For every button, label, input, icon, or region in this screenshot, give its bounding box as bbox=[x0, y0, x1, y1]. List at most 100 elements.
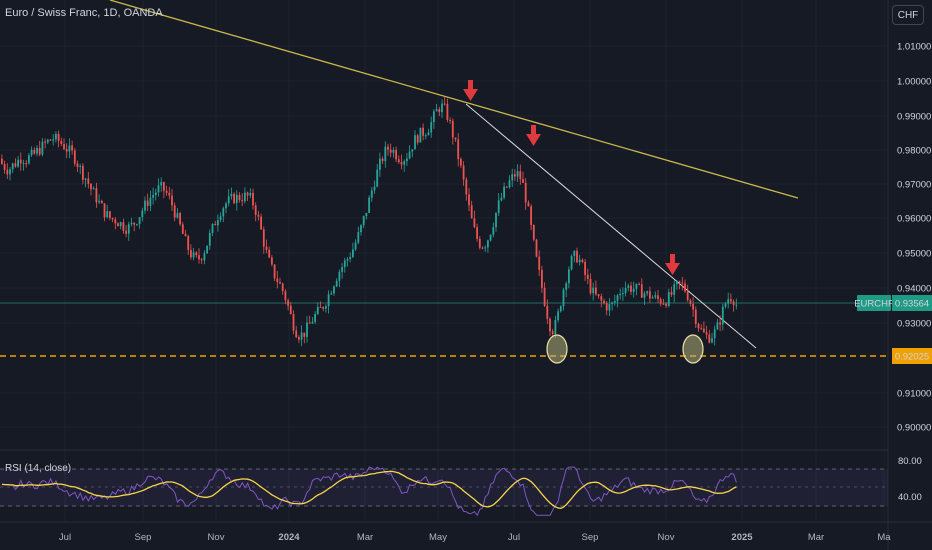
candle-body bbox=[157, 185, 160, 193]
candle-body bbox=[468, 194, 470, 206]
candle-body bbox=[133, 222, 136, 225]
candle-body bbox=[127, 224, 130, 234]
candle-body bbox=[200, 259, 203, 261]
time-tick-label: Jul bbox=[508, 532, 520, 543]
candle-body bbox=[298, 337, 300, 340]
candle-body bbox=[343, 260, 346, 268]
candle-body bbox=[681, 282, 684, 284]
rsi-line bbox=[1, 466, 737, 517]
candle-body bbox=[14, 163, 17, 167]
candle-body bbox=[46, 139, 49, 143]
candle-body bbox=[152, 195, 154, 198]
candle-body bbox=[335, 280, 338, 287]
candle-body bbox=[187, 236, 190, 250]
candle-body bbox=[368, 197, 370, 213]
candle-body bbox=[365, 212, 368, 217]
candle-body bbox=[306, 322, 308, 337]
candle-body bbox=[595, 287, 597, 295]
candle-body bbox=[654, 295, 657, 298]
candle-body bbox=[287, 300, 289, 306]
candle-body bbox=[559, 306, 562, 312]
candle-body bbox=[289, 305, 292, 314]
symbol-legend[interactable]: Euro / Swiss Franc, 1D, OANDA bbox=[5, 7, 163, 19]
candle-body bbox=[578, 259, 581, 263]
candle-body bbox=[168, 192, 171, 196]
candle-body bbox=[225, 203, 227, 209]
candle-body bbox=[325, 306, 327, 309]
candle-body bbox=[581, 259, 584, 263]
candle-body bbox=[281, 283, 284, 292]
candle-body bbox=[44, 141, 46, 143]
candle-body bbox=[360, 225, 362, 233]
candle-body bbox=[505, 186, 508, 188]
support-price-label: 0.92025 bbox=[895, 352, 929, 363]
candle-body bbox=[49, 139, 52, 141]
candle-body bbox=[252, 192, 254, 206]
candle-body bbox=[397, 159, 400, 163]
candle-body bbox=[249, 192, 252, 196]
candle-body bbox=[246, 192, 249, 196]
candle-body bbox=[300, 332, 303, 340]
price-scale[interactable]: 1.01000 1.00000 0.99000 0.98000 0.97000 0.960… bbox=[897, 42, 931, 434]
time-tick-label: May bbox=[429, 532, 447, 543]
candle-body bbox=[719, 322, 721, 325]
candle-body bbox=[627, 285, 630, 288]
rsi-ma-line bbox=[1, 470, 737, 509]
candle-body bbox=[624, 287, 627, 294]
last-price-label: 0.93564 bbox=[895, 299, 929, 310]
time-tick-label: Nov bbox=[658, 532, 675, 543]
candle-body bbox=[460, 158, 462, 166]
candle-body bbox=[235, 194, 238, 204]
price-tick-label: 0.93000 bbox=[897, 319, 931, 330]
candle-body bbox=[481, 247, 484, 249]
candle-body bbox=[106, 211, 109, 218]
candle-body bbox=[619, 293, 622, 296]
candle-body bbox=[473, 218, 476, 228]
candle-body bbox=[198, 255, 200, 260]
rsi-legend[interactable]: RSI (14, close) bbox=[5, 463, 72, 474]
candle-body bbox=[676, 281, 678, 285]
candle-body bbox=[573, 250, 576, 256]
candle-body bbox=[554, 320, 557, 334]
descending-trendline[interactable] bbox=[465, 103, 757, 349]
candle-body bbox=[551, 331, 554, 334]
candle-body bbox=[354, 242, 357, 250]
candle-body bbox=[476, 227, 478, 239]
candle-body bbox=[495, 212, 497, 228]
candle-body bbox=[727, 299, 730, 304]
candle-body bbox=[22, 163, 25, 165]
candle-body bbox=[603, 300, 605, 304]
candle-body bbox=[268, 249, 271, 258]
candle-body bbox=[327, 294, 330, 307]
candle-body bbox=[411, 149, 414, 152]
candle-body bbox=[605, 303, 608, 311]
candle-body bbox=[711, 338, 713, 343]
candle-body bbox=[119, 222, 122, 227]
candle-body bbox=[76, 163, 79, 167]
candle-body bbox=[527, 202, 530, 207]
time-tick-label: Ma bbox=[877, 532, 891, 543]
candle-body bbox=[233, 193, 235, 204]
candle-body bbox=[535, 239, 538, 257]
price-tick-label: 0.97000 bbox=[897, 180, 931, 191]
candle-body bbox=[19, 159, 22, 164]
candle-body bbox=[65, 149, 68, 152]
candle-body bbox=[109, 211, 111, 218]
candle-body bbox=[384, 146, 387, 162]
candle-body bbox=[57, 133, 60, 142]
candle-body bbox=[519, 171, 522, 180]
time-scale[interactable]: Jul Sep Nov 2024 Mar May Jul Sep Nov 2025 Mar Ma bbox=[59, 532, 891, 543]
candle-body bbox=[514, 174, 516, 177]
price-tick-label: 0.91000 bbox=[897, 389, 931, 400]
candle-body bbox=[549, 318, 551, 332]
candle-body bbox=[403, 161, 406, 165]
candle-body bbox=[346, 259, 349, 261]
candle-body bbox=[673, 284, 676, 295]
candle-body bbox=[640, 284, 643, 298]
candle-body bbox=[392, 149, 395, 153]
candle-body bbox=[195, 252, 198, 256]
long-trendline[interactable] bbox=[109, 0, 799, 199]
candle-body bbox=[622, 293, 624, 295]
currency-button[interactable]: CHF bbox=[892, 5, 924, 25]
